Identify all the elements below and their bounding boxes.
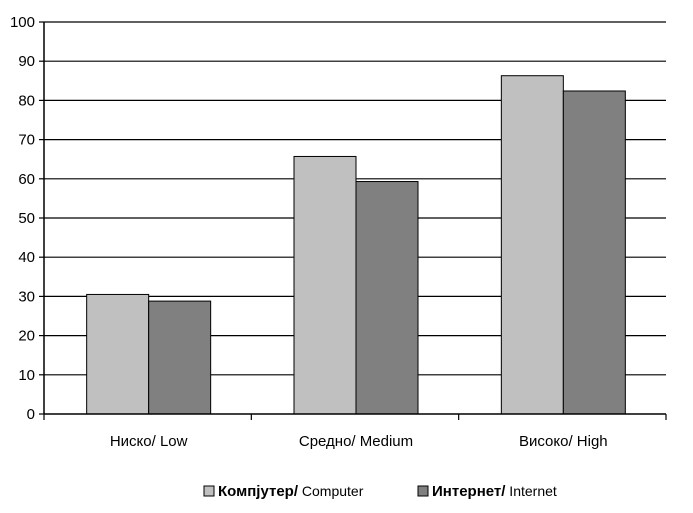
legend-label: Интернет/ Internet bbox=[432, 483, 557, 500]
y-tick-label: 40 bbox=[18, 249, 35, 266]
legend-label: Компјутер/ Computer bbox=[218, 483, 364, 500]
y-tick-label: 10 bbox=[18, 367, 35, 384]
y-tick-label: 20 bbox=[18, 328, 35, 345]
x-axis-labels: Ниско/ Low Средно/ Medium Високо/ High bbox=[110, 433, 608, 450]
bar-internet bbox=[562, 90, 626, 415]
x-tick-label: Средно/ Medium bbox=[299, 433, 413, 450]
bar-internet bbox=[148, 300, 212, 415]
bar-computer bbox=[293, 155, 357, 415]
y-tick-label: 80 bbox=[18, 92, 35, 109]
y-tick-label: 0 bbox=[27, 406, 35, 423]
y-tick-label: 50 bbox=[18, 210, 35, 227]
y-axis-ticks: 0 10 20 30 40 50 60 70 80 90 100 bbox=[10, 14, 44, 423]
y-tick-label: 100 bbox=[10, 14, 35, 31]
y-tick-label: 30 bbox=[18, 288, 35, 305]
bar-internet bbox=[355, 181, 419, 415]
x-tick-label: Ниско/ Low bbox=[110, 433, 188, 450]
bar-computer bbox=[86, 293, 150, 415]
legend: Компјутер/ Computer Интернет/ Internet bbox=[203, 483, 557, 500]
bar-computer bbox=[500, 75, 564, 415]
y-tick-label: 70 bbox=[18, 132, 35, 149]
y-tick-label: 90 bbox=[18, 53, 35, 70]
x-tick-label: Високо/ High bbox=[519, 433, 608, 450]
legend-swatch bbox=[203, 485, 215, 497]
bars bbox=[86, 75, 626, 415]
axes bbox=[43, 22, 667, 420]
y-tick-label: 60 bbox=[18, 171, 35, 188]
legend-swatch bbox=[417, 485, 429, 497]
